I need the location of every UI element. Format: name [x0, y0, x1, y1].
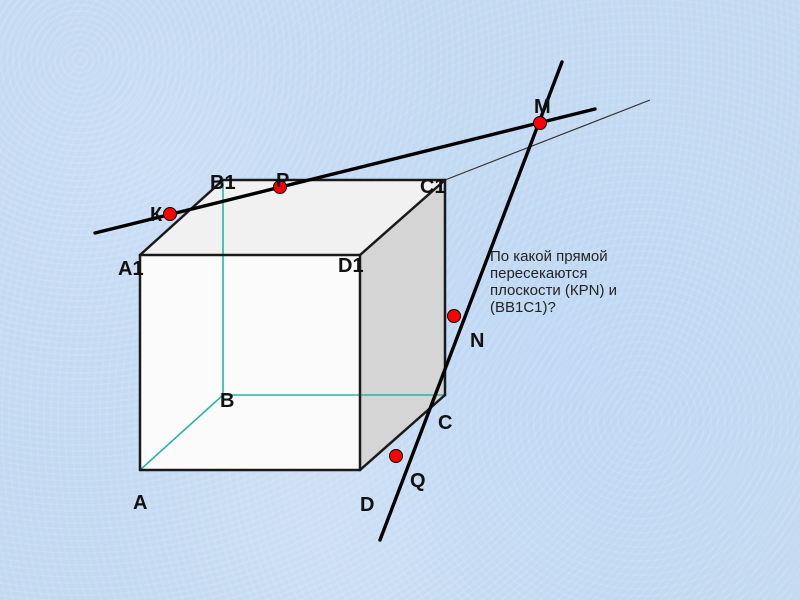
- label-q: Q: [410, 470, 426, 493]
- label-a1: А1: [118, 258, 144, 281]
- label-d1: D1: [338, 255, 364, 278]
- label-c: С: [438, 412, 452, 435]
- point-q: [390, 450, 403, 463]
- point-n: [448, 310, 461, 323]
- question-text: По какой прямойпересекаютсяплоскости (КР…: [490, 248, 670, 316]
- label-a: А: [133, 492, 147, 515]
- label-d: D: [360, 494, 374, 517]
- label-n: N: [470, 330, 484, 353]
- point-k: [164, 208, 177, 221]
- cube-face-front: [140, 255, 360, 470]
- label-k: К: [150, 204, 162, 227]
- label-b: В: [220, 390, 234, 413]
- label-m: М: [534, 96, 551, 119]
- label-b1: В1: [210, 172, 236, 195]
- label-p: Р: [276, 170, 289, 193]
- geometry-diagram: [0, 0, 800, 600]
- label-c1: С1: [420, 176, 446, 199]
